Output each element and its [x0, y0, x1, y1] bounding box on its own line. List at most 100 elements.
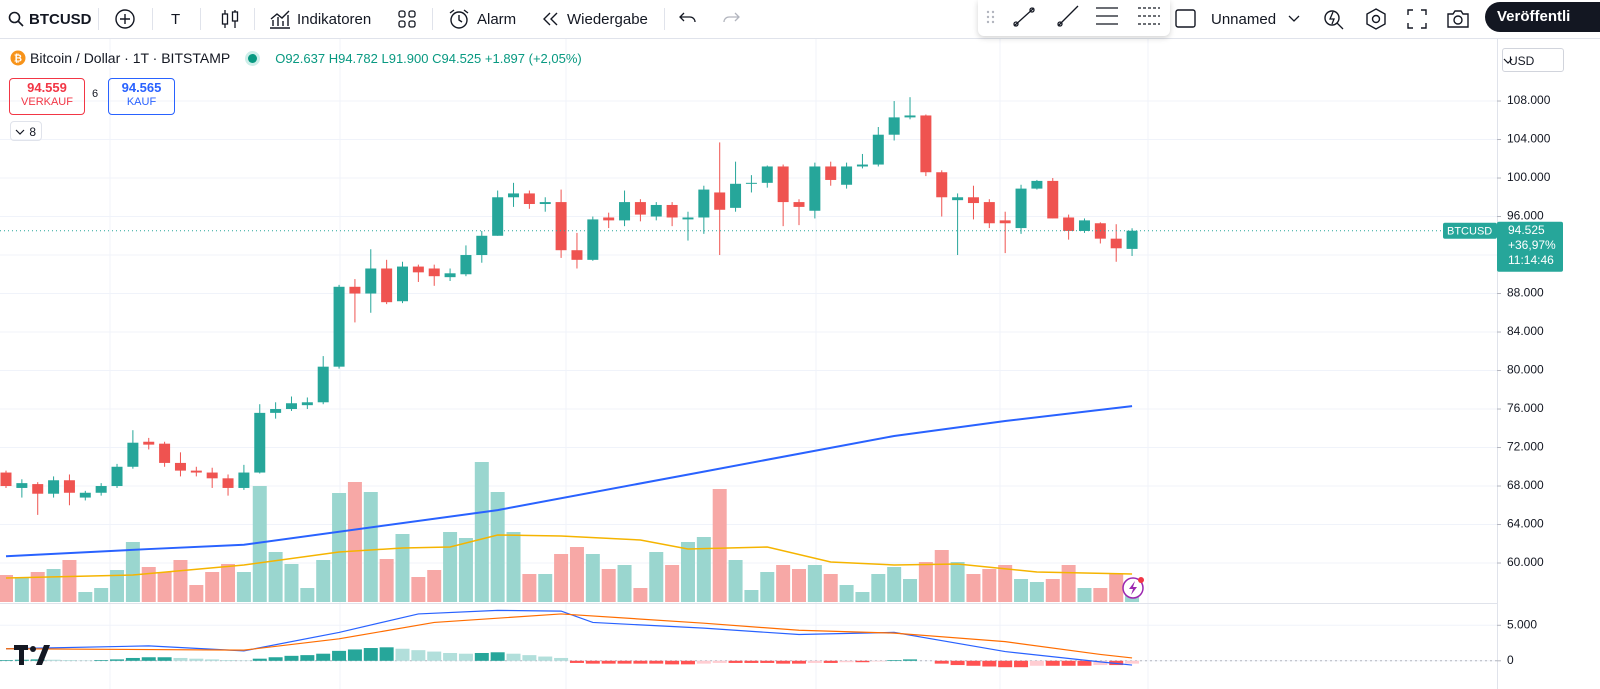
histogram-bar — [252, 658, 267, 661]
candle-body — [381, 268, 393, 303]
volume-bar — [316, 560, 331, 602]
candle-body — [365, 268, 377, 294]
logo-part — [19, 645, 24, 665]
sell-button[interactable]: 94.559 VERKAUF — [9, 78, 85, 115]
volume-bar — [998, 565, 1013, 602]
buy-price: 94.565 — [121, 80, 162, 95]
histogram-bar — [46, 659, 61, 661]
volume-bar — [490, 492, 505, 602]
symbol: BTCUSD — [29, 10, 92, 28]
redo-button[interactable] — [722, 0, 740, 38]
candle-body — [555, 202, 567, 251]
candle-body — [143, 441, 155, 445]
candle-body — [206, 472, 218, 479]
symbol-search[interactable]: BTCUSD — [8, 0, 92, 38]
histogram-bar — [205, 659, 220, 661]
candle-body — [967, 197, 979, 204]
templates-button[interactable] — [397, 0, 417, 38]
publish-button[interactable]: Veröffentli — [1485, 2, 1600, 32]
volume-bar — [506, 532, 521, 602]
icon-part — [1013, 21, 1019, 27]
snapshot-button[interactable] — [1446, 0, 1470, 38]
icon-part — [1288, 15, 1300, 22]
icon-part — [408, 10, 416, 18]
alert-button[interactable]: Alarm — [447, 0, 516, 38]
volume-bar — [601, 569, 616, 602]
histogram-bar — [855, 660, 870, 663]
separator — [432, 8, 433, 30]
volume-bar — [823, 574, 838, 602]
undo-icon — [679, 12, 696, 23]
histogram-bar — [744, 660, 759, 663]
symbol-tag — [1443, 222, 1497, 239]
replay-button[interactable]: Wiedergabe — [541, 0, 648, 38]
logo — [14, 645, 50, 665]
volume-bar — [760, 572, 775, 602]
candle-body — [508, 193, 520, 198]
layout-button[interactable]: Unnamed — [1175, 0, 1300, 38]
quick-search[interactable] — [1323, 0, 1345, 38]
histogram-bar — [157, 657, 172, 661]
quick-icon — [1324, 10, 1344, 30]
candle-body — [270, 409, 282, 413]
chevron — [1503, 58, 1513, 64]
candle-body — [333, 286, 345, 367]
volume-bar — [665, 565, 680, 602]
histogram-bar — [94, 660, 109, 661]
publish-label: Veröffentli — [1497, 8, 1571, 25]
volume-bar — [110, 570, 125, 602]
indicators-button[interactable]: Indikatoren — [269, 0, 371, 38]
icon-part: ₿ — [14, 53, 22, 65]
y-tick-label: 100.000 — [1507, 170, 1551, 184]
lightning-icon[interactable] — [1122, 577, 1144, 599]
fullscreen-button[interactable] — [1407, 0, 1427, 38]
candle-body — [952, 197, 964, 201]
candle-body — [793, 202, 805, 207]
candle-body — [397, 266, 408, 302]
histogram-bar — [30, 659, 45, 661]
volume-bar — [284, 564, 299, 602]
compare-button[interactable] — [113, 0, 137, 38]
volume-bar — [585, 554, 600, 602]
separator — [98, 8, 99, 30]
chart-type[interactable] — [220, 0, 240, 38]
candle-body — [174, 462, 186, 471]
histogram-bar — [633, 660, 648, 664]
histogram-bar — [760, 660, 775, 663]
histogram-bar — [776, 660, 791, 664]
settings-button[interactable] — [1365, 0, 1387, 38]
separator — [254, 8, 255, 30]
drag-handle[interactable] — [986, 10, 995, 24]
buy-button[interactable]: 94.565 KAUF — [108, 78, 175, 115]
candle-layer — [0, 97, 1138, 515]
icon-part — [1057, 21, 1063, 27]
y-tick-label: 68.000 — [1507, 478, 1544, 492]
icon-part — [1407, 9, 1427, 29]
gann-icon[interactable] — [1138, 7, 1160, 25]
volume-bar — [300, 588, 315, 602]
separator — [152, 8, 153, 30]
axis-layer: 60.000 64.000 68.000 72.000 76.000 80.000 84.0… — [1443, 93, 1563, 667]
histogram-bar — [332, 650, 347, 661]
indicator-toggle[interactable]: 8 — [10, 121, 42, 141]
y-tick-label: 64.000 — [1507, 517, 1544, 531]
undo-button[interactable] — [679, 0, 697, 38]
line-layer — [0, 230, 1497, 668]
histogram-bar — [998, 660, 1013, 668]
redo-icon — [723, 12, 740, 23]
trend-line-icon[interactable] — [1013, 7, 1035, 27]
y-tick-label: 84.000 — [1507, 324, 1544, 338]
volume-bar — [934, 550, 949, 602]
volume-bar — [871, 574, 886, 602]
text-tool[interactable]: T — [171, 0, 180, 38]
fib-icon[interactable] — [1096, 7, 1118, 25]
icon-part — [17, 20, 24, 27]
volume-bar — [395, 534, 410, 602]
candle-body — [777, 166, 789, 203]
currency-select[interactable]: USD — [1502, 48, 1564, 72]
volume-bar — [458, 538, 473, 602]
histogram-bar — [1125, 660, 1140, 664]
chevron — [1288, 15, 1300, 22]
candle-body — [190, 470, 202, 473]
